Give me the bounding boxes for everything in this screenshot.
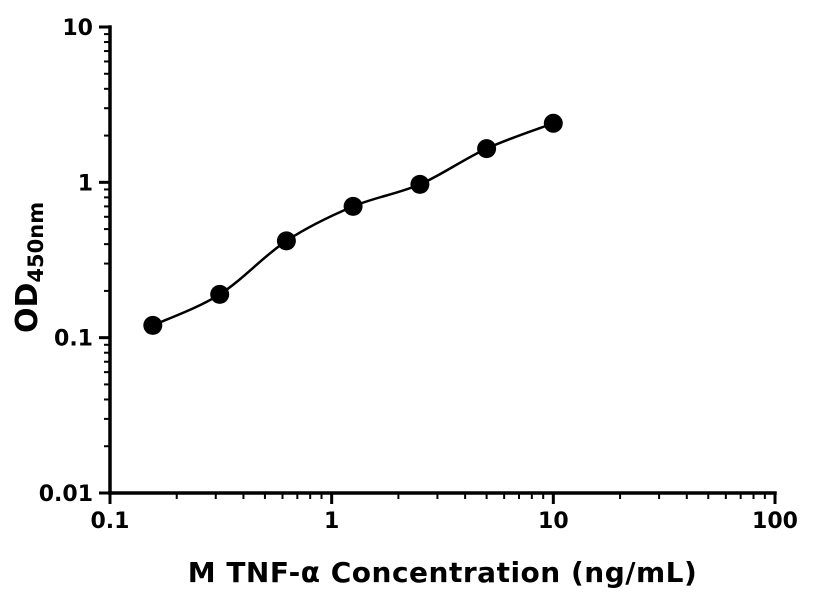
x-tick-label: 10 bbox=[538, 509, 569, 534]
data-point-marker bbox=[210, 284, 230, 304]
y-tick-label: 0.01 bbox=[39, 482, 93, 507]
y-tick-label: 10 bbox=[62, 16, 93, 41]
x-tick-label: 0.1 bbox=[91, 509, 130, 534]
data-point-marker bbox=[276, 231, 296, 251]
y-tick-label: 0.1 bbox=[54, 327, 93, 352]
x-tick-label: 1 bbox=[324, 509, 339, 534]
data-point-marker bbox=[410, 174, 430, 194]
data-point-marker bbox=[543, 113, 563, 133]
data-point-marker bbox=[143, 315, 163, 335]
data-point-marker bbox=[477, 139, 497, 159]
y-axis-title-main: OD bbox=[10, 282, 45, 333]
y-axis-title-subscript: 450nm bbox=[24, 201, 48, 283]
x-tick-label: 100 bbox=[752, 509, 798, 534]
y-axis-title: OD450nm bbox=[10, 202, 48, 333]
y-tick-label: 1 bbox=[78, 171, 93, 196]
data-point-marker bbox=[343, 196, 363, 216]
x-axis-title: M TNF-α Concentration (ng/mL) bbox=[187, 556, 698, 589]
